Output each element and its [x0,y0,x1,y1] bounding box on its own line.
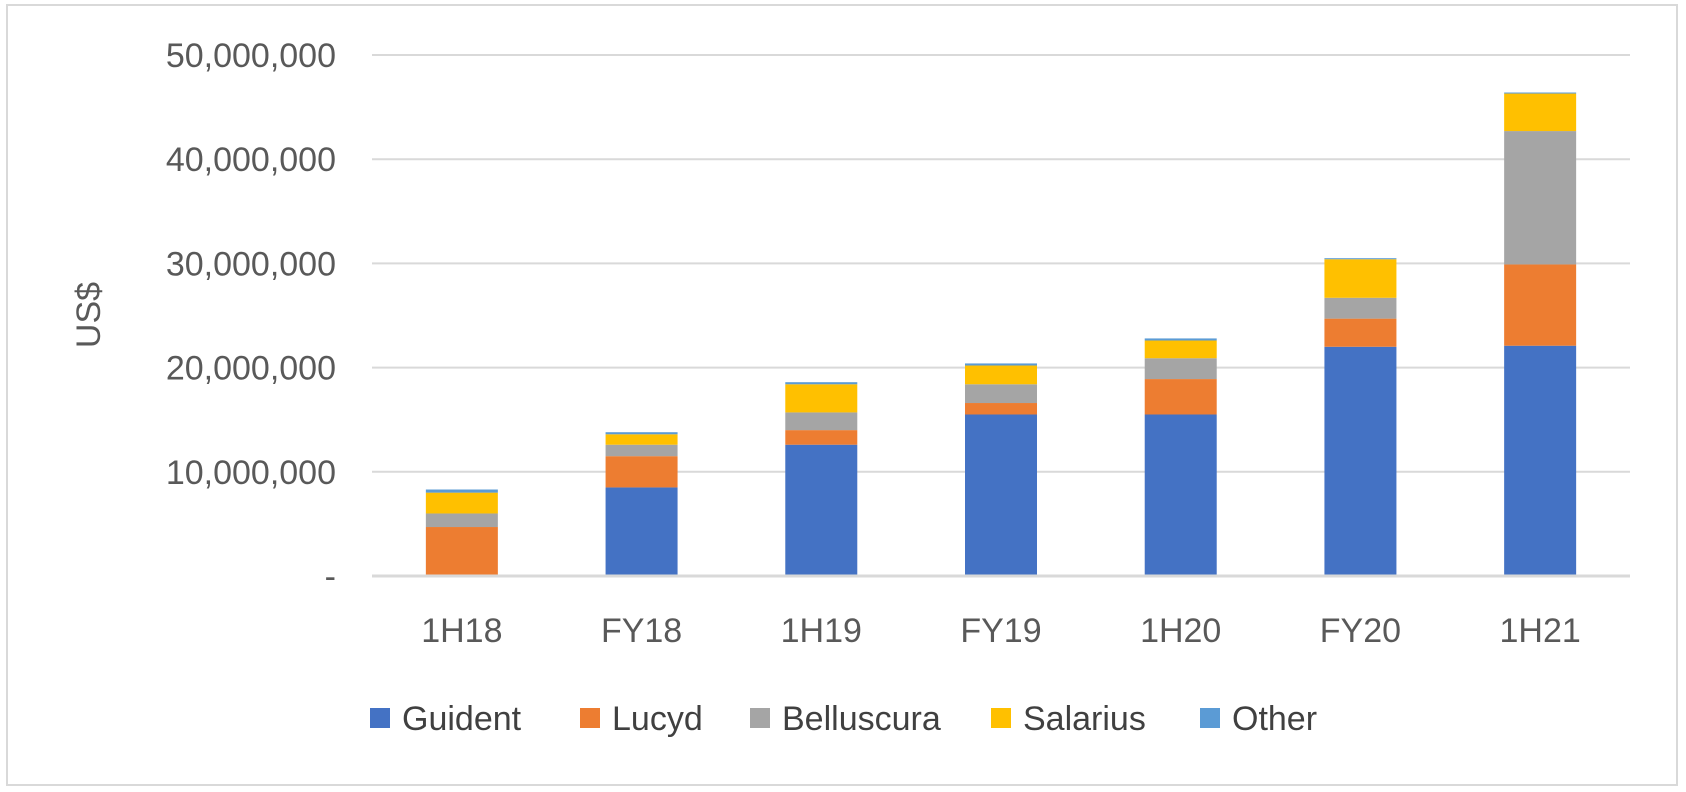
x-tick-label: FY19 [960,612,1041,650]
legend-swatch-guident [370,708,390,728]
x-tick-label: 1H21 [1500,612,1581,650]
x-tick-label: 1H19 [781,612,862,650]
y-tick-label: 10,000,000 [166,454,336,492]
bar-segment-salarius [1504,93,1577,132]
bar-segment-salarius [1144,340,1217,359]
bar-segment-lucyd [1504,264,1577,346]
bar-segment-belluscura [1144,358,1217,380]
y-tick-label: 20,000,000 [166,350,336,388]
bar-segment-guident [1324,346,1397,576]
legend-label-salarius: Salarius [1023,700,1146,738]
bar-segment-lucyd [1324,318,1397,347]
bar-segment-lucyd [425,527,498,576]
bar-segment-other [1144,338,1217,341]
legend-swatch-belluscura [750,708,770,728]
legend-swatch-other [1200,708,1220,728]
bars [425,92,1577,576]
bar-segment-salarius [605,434,678,445]
legend: Guident Lucyd Belluscura Salarius Other [370,700,1317,738]
bar-segment-other [425,489,498,493]
bar-segment-guident [1144,414,1217,576]
bar-segment-guident [785,444,858,576]
bar-segment-other [605,432,678,435]
bar-segment-guident [965,414,1037,576]
bar-segment-lucyd [965,403,1037,415]
bar-segment-belluscura [965,384,1037,404]
y-tick-label: 30,000,000 [166,245,336,283]
axes: - 10,000,000 20,000,000 30,000,000 40,000,00… [166,37,1630,650]
bar-segment-salarius [425,492,498,514]
bar-segment-other [1504,92,1577,94]
bar-segment-belluscura [1324,297,1397,319]
legend-swatch-salarius [991,708,1011,728]
x-tick-label: FY18 [601,612,682,650]
bar-segment-salarius [785,384,858,413]
x-tick-label: FY20 [1320,612,1401,650]
y-tick-label: - [325,558,336,596]
bar-segment-salarius [965,365,1037,385]
legend-swatch-lucyd [580,708,600,728]
bar-segment-belluscura [425,513,498,528]
legend-label-other: Other [1232,700,1317,738]
y-tick-label: 40,000,000 [166,141,336,179]
legend-label-guident: Guident [402,700,522,738]
bar-segment-lucyd [605,456,678,488]
bar-segment-salarius [1324,259,1397,298]
bar-segment-belluscura [1504,131,1577,265]
bar-segment-belluscura [785,412,858,431]
y-axis-title: US$ [70,282,108,348]
bar-segment-other [785,382,858,385]
bar-segment-other [1324,258,1397,260]
bar-segment-other [965,363,1037,366]
x-tick-label: 1H18 [421,612,502,650]
bar-segment-lucyd [785,430,858,445]
bar-segment-belluscura [605,444,678,457]
legend-label-belluscura: Belluscura [782,700,941,738]
legend-label-lucyd: Lucyd [612,700,703,738]
x-tick-label: 1H20 [1140,612,1221,650]
bar-segment-lucyd [1144,379,1217,415]
y-tick-label: 50,000,000 [166,37,336,75]
bar-segment-guident [605,487,678,576]
bar-segment-guident [1504,345,1577,576]
